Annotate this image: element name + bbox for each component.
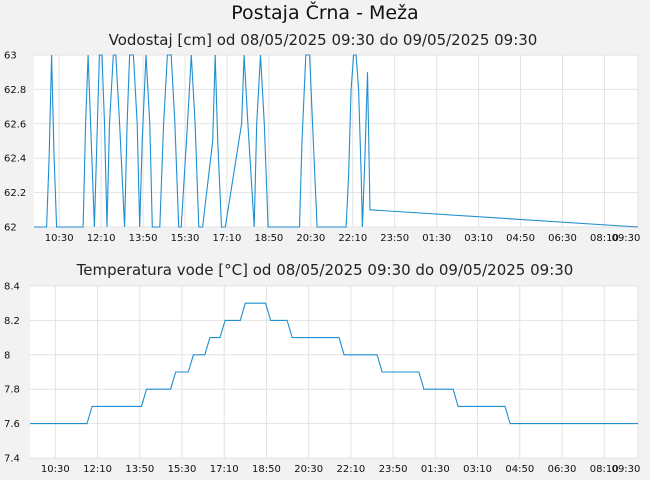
- x-tick-label: 06:30: [548, 233, 577, 244]
- water-temperature-chart-title: Temperatura vode [°C] od 08/05/2025 09:3…: [76, 261, 574, 279]
- water-level-series-line: [34, 54, 639, 228]
- water-temperature-chart: Temperatura vode [°C] od 08/05/2025 09:3…: [4, 261, 640, 475]
- x-tick-label: 09:30: [612, 233, 641, 244]
- x-tick-label: 01:30: [421, 464, 450, 475]
- x-tick-label: 20:30: [294, 464, 323, 475]
- y-tick-label: 7.8: [4, 385, 20, 396]
- x-tick-label: 22:10: [338, 233, 367, 244]
- water-temperature-x-ticks: 10:30 12:10 13:50 15:30 17:10 18:50 20:30 22:10…: [41, 464, 640, 475]
- x-tick-label: 08:10: [590, 233, 619, 244]
- x-tick-label: 17:10: [210, 464, 239, 475]
- water-level-chart-title: Vodostaj [cm] od 08/05/2025 09:30 do 09/…: [109, 31, 538, 49]
- x-tick-label: 06:30: [548, 464, 577, 475]
- x-tick-label: 12:10: [83, 464, 112, 475]
- water-level-y-ticks: 62 62.2 62.4 62.6 62.8 63: [4, 51, 26, 234]
- x-tick-label: 10:30: [41, 464, 70, 475]
- y-tick-label: 62.8: [4, 85, 26, 96]
- y-tick-label: 63: [4, 51, 17, 62]
- water-level-plot-area: [34, 55, 638, 227]
- water-temperature-series-line: [30, 302, 638, 425]
- x-tick-label: 22:10: [336, 464, 365, 475]
- water-temperature-y-ticks: 7.4 7.6 7.8 8 8.2 8.4: [4, 282, 20, 465]
- x-tick-label: 18:50: [252, 464, 281, 475]
- water-temperature-grid: [30, 285, 639, 459]
- y-tick-label: 62.2: [4, 188, 26, 199]
- x-tick-label: 18:50: [254, 233, 283, 244]
- x-tick-label: 04:50: [505, 464, 534, 475]
- x-tick-label: 09:30: [612, 464, 641, 475]
- x-tick-label: 12:10: [87, 233, 116, 244]
- x-tick-label: 01:30: [422, 233, 451, 244]
- x-tick-label: 13:50: [129, 233, 158, 244]
- x-tick-label: 15:30: [171, 233, 200, 244]
- x-tick-label: 17:10: [213, 233, 242, 244]
- water-temperature-plot-area: [30, 286, 638, 458]
- y-tick-label: 8: [4, 350, 10, 361]
- y-tick-label: 8.4: [4, 282, 20, 293]
- x-tick-label: 08:10: [590, 464, 619, 475]
- x-tick-label: 10:30: [45, 233, 74, 244]
- x-tick-label: 03:10: [463, 464, 492, 475]
- x-tick-label: 15:30: [168, 464, 197, 475]
- y-tick-label: 7.4: [4, 454, 20, 465]
- x-tick-label: 20:30: [296, 233, 325, 244]
- x-tick-label: 23:50: [380, 233, 409, 244]
- x-tick-label: 13:50: [125, 464, 154, 475]
- y-tick-label: 62.6: [4, 119, 26, 130]
- y-tick-label: 8.2: [4, 316, 20, 327]
- water-level-x-ticks: 10:30 12:10 13:50 15:30 17:10 18:50 20:30 22:10…: [45, 233, 641, 244]
- y-tick-label: 7.6: [4, 419, 20, 430]
- y-tick-label: 62: [4, 223, 17, 234]
- page-title: Postaja Črna - Meža: [231, 2, 419, 24]
- water-level-chart: Vodostaj [cm] od 08/05/2025 09:30 do 09/…: [4, 31, 640, 244]
- x-tick-label: 04:50: [506, 233, 535, 244]
- x-tick-label: 03:10: [464, 233, 493, 244]
- x-tick-label: 23:50: [379, 464, 408, 475]
- y-tick-label: 62.4: [4, 154, 26, 165]
